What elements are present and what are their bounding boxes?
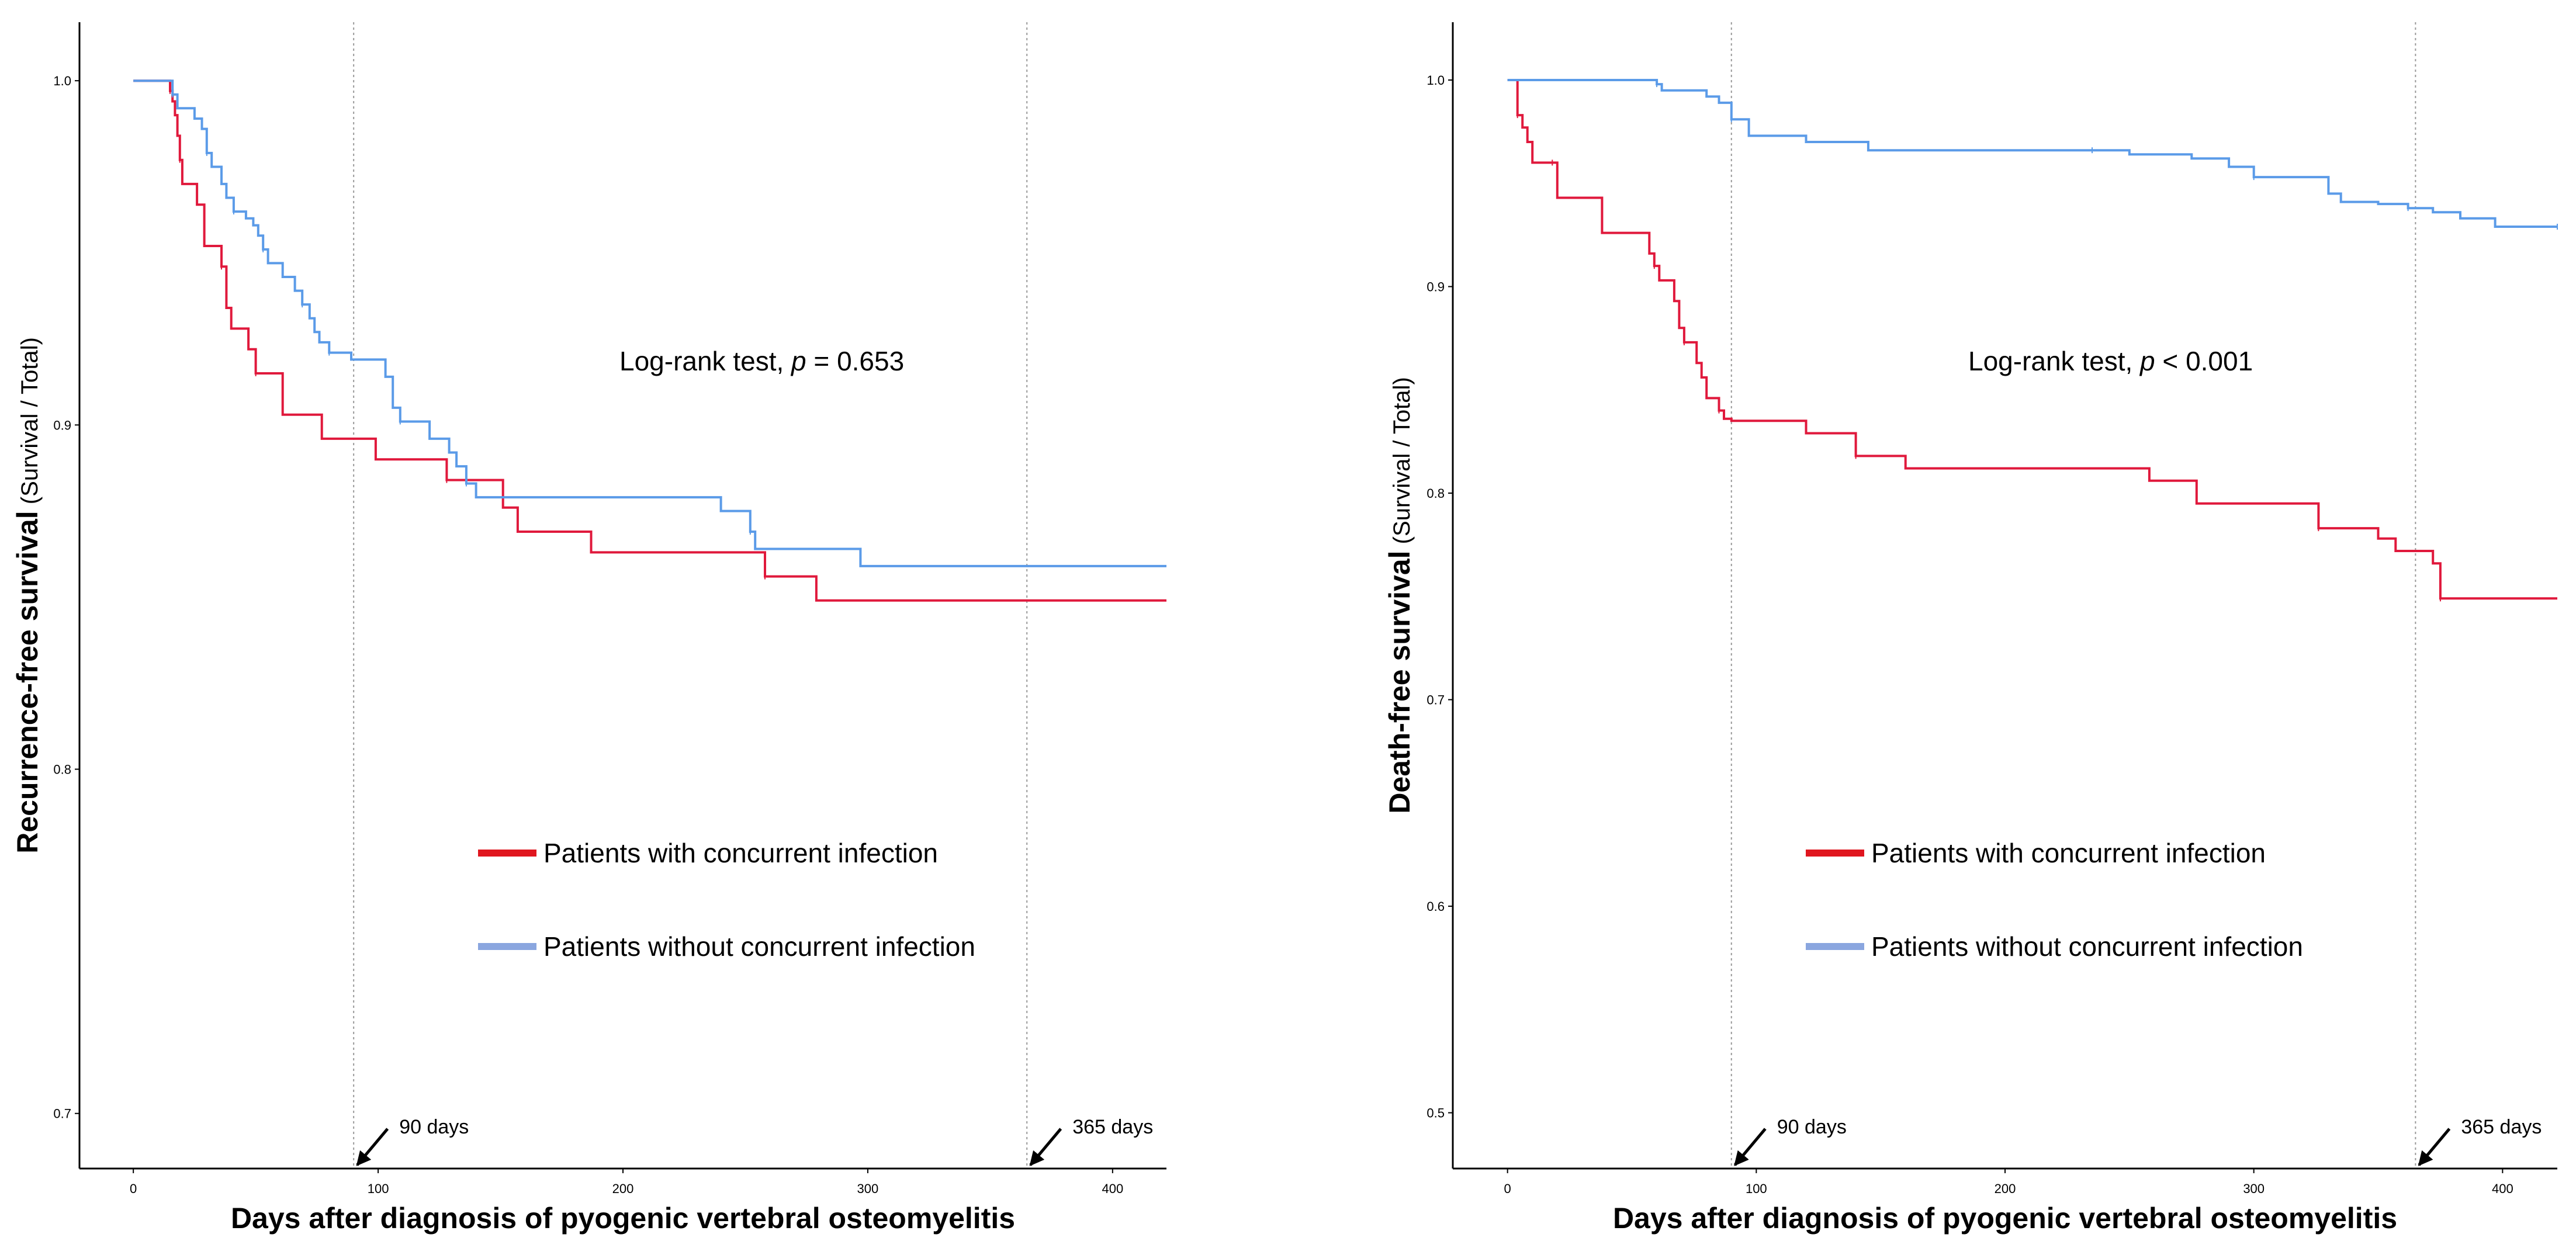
x-tick-label: 200 [612, 1181, 634, 1196]
death-free-survival-chart: 0 100 200 300 400 0.5 0.6 0.7 0.8 0.9 1.0 90 days 36… [1383, 22, 2558, 1235]
y-axis-label: Recurrence-free survival (Survival / Tot… [11, 337, 44, 854]
log-rank-annotation: Log-rank test, p < 0.001 [1968, 346, 2253, 376]
reference-label: 90 days [1777, 1116, 1847, 1138]
survival-curve-without-infection [133, 79, 1166, 567]
y-tick-label: 0.8 [1427, 486, 1445, 501]
x-tick-label: 300 [857, 1181, 879, 1196]
legend-label: Patients with concurrent infection [1871, 838, 2266, 868]
x-tick-label: 100 [1746, 1181, 1767, 1196]
reference-label: 365 days [1072, 1116, 1153, 1138]
x-tick-label: 400 [2492, 1181, 2513, 1196]
y-tick-label: 0.7 [1427, 693, 1445, 708]
y-axis-label: Death-free survival (Survival / Total) [1383, 377, 1416, 813]
reference-arrow [2418, 1128, 2451, 1166]
recurrence-free-survival-chart: 0 100 200 300 400 0.7 0.8 0.9 1.0 90 days 365 days… [11, 22, 1166, 1235]
x-tick-label: 300 [2243, 1181, 2265, 1196]
y-tick-label: 0.9 [53, 418, 71, 432]
log-rank-annotation: Log-rank test, p = 0.653 [619, 346, 904, 376]
reference-arrow [356, 1128, 389, 1166]
reference-arrow [1029, 1128, 1062, 1166]
x-tick-label: 400 [1102, 1181, 1123, 1196]
legend-label: Patients with concurrent infection [543, 838, 938, 868]
x-tick-label: 0 [130, 1181, 137, 1196]
survival-curve-without-infection [1507, 79, 2557, 228]
y-tick-label: 0.7 [53, 1107, 71, 1121]
x-tick-label: 0 [1504, 1181, 1511, 1196]
survival-curve-with-infection [133, 79, 1166, 602]
y-tick-label: 0.8 [53, 762, 71, 777]
reference-label: 365 days [2461, 1116, 2542, 1138]
y-tick-label: 0.5 [1427, 1106, 1445, 1121]
x-axis-label: Days after diagnosis of pyogenic vertebr… [1613, 1202, 2397, 1235]
survival-curve-with-infection [1507, 79, 2557, 600]
y-tick-label: 1.0 [53, 74, 71, 88]
legend-label: Patients without concurrent infection [1871, 931, 2303, 962]
x-tick-label: 100 [368, 1181, 389, 1196]
reference-label: 90 days [399, 1116, 469, 1138]
reference-arrow [1733, 1128, 1767, 1166]
y-tick-label: 1.0 [1427, 73, 1445, 88]
x-tick-label: 200 [1995, 1181, 2016, 1196]
y-tick-label: 0.6 [1427, 899, 1445, 914]
y-tick-label: 0.9 [1427, 279, 1445, 294]
legend-label: Patients without concurrent infection [543, 931, 975, 962]
x-axis-label: Days after diagnosis of pyogenic vertebr… [231, 1202, 1015, 1235]
